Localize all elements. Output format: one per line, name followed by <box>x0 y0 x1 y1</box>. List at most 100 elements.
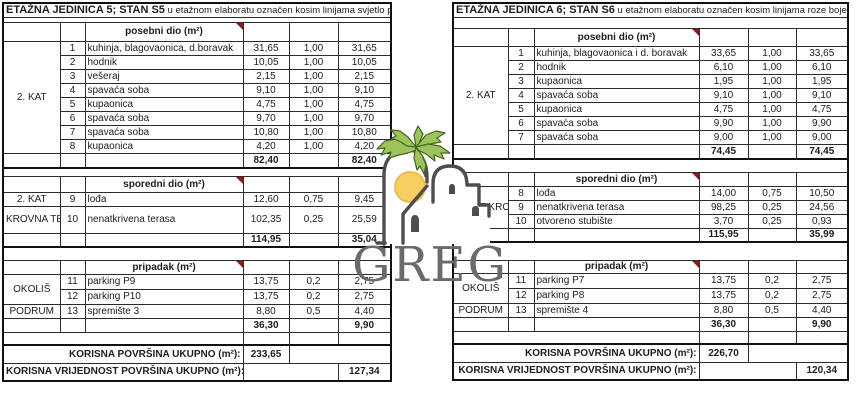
area-cell: 13,75 <box>242 273 290 290</box>
room-name-cell: parking P9 <box>84 273 244 290</box>
room-name-cell: spavaća soba <box>84 110 244 126</box>
value-cell: 0,93 <box>795 213 849 229</box>
coef-cell: 1,00 <box>747 73 797 89</box>
total-value-cell: 9,90 <box>795 316 849 332</box>
section-header-cell: sporedni dio (m²) <box>533 171 700 187</box>
coef-cell: 1,00 <box>288 110 339 126</box>
area-cell: 13,75 <box>698 287 749 304</box>
floor-label-cell: 2. KAT <box>2 191 61 207</box>
area-cell: 3,70 <box>698 213 749 229</box>
coef-cell: 0,75 <box>288 191 339 207</box>
total-value-cell: 74,45 <box>795 143 849 161</box>
value-cell: 9,10 <box>337 82 392 98</box>
room-name-cell: spavaća soba <box>533 115 700 131</box>
row-number-cell: 13 <box>59 303 86 319</box>
comment-marker-icon <box>235 23 242 30</box>
total-area-cell: 115,95 <box>698 227 749 244</box>
room-name-cell: parking P8 <box>533 287 700 304</box>
table-row: 7 spavaća soba 9,00 1,00 9,00 <box>453 129 849 145</box>
area-cell: 9,70 <box>242 110 290 126</box>
room-name-cell: kupaonica <box>533 73 700 89</box>
total-value-cell: 35,99 <box>795 227 849 244</box>
area-cell: 8,80 <box>242 303 290 319</box>
coef-cell: 0,2 <box>288 288 339 305</box>
value-cell: 4,20 <box>337 138 392 154</box>
area-cell: 1,95 <box>698 73 749 89</box>
table-row: PODRUM 13 spremište 4 8,80 0,5 4,40 <box>452 302 849 318</box>
table-row: PODRUM 13 spremište 3 8,80 0,5 4,40 <box>2 303 392 319</box>
area-cell: 13,75 <box>242 288 290 305</box>
floor-label-cell: OKOLIŠ <box>2 273 61 305</box>
row-number-cell: 8 <box>59 138 86 154</box>
spacer-row <box>2 246 392 261</box>
table-title: ETAŽNA JEDINICA 5; STAN S5 u etažnom ela… <box>2 2 392 18</box>
coef-cell: 0,75 <box>747 185 797 201</box>
spacer-row <box>452 241 849 261</box>
coef-cell: 0,5 <box>288 303 339 319</box>
row-number-cell: 9 <box>507 199 535 215</box>
room-name-cell: nenatkrivena terasa <box>533 199 700 215</box>
row-number-cell: 2 <box>507 59 535 75</box>
row-number-cell: 11 <box>59 273 86 290</box>
table-row: 6 spavaća soba 9,70 1,00 9,70 <box>3 110 392 126</box>
summary-value-value: 127,34 <box>337 362 392 382</box>
area-cell: 9,10 <box>242 82 290 98</box>
total-area-cell: 114,95 <box>242 232 290 249</box>
room-name-cell: lođa <box>84 191 244 207</box>
row-number-cell: 7 <box>59 124 86 140</box>
row-number-cell: 10 <box>507 213 535 229</box>
row-number-cell: 10 <box>59 205 86 234</box>
area-cell: 31,65 <box>242 40 290 56</box>
section-header-cell: sporedni dio (m²) <box>84 175 244 193</box>
section-header-row: posebni dio (m²) <box>2 21 392 42</box>
row-number-cell: 3 <box>507 73 535 89</box>
room-name-cell: kupaonica <box>84 96 244 112</box>
row-number-cell: 12 <box>59 288 86 305</box>
room-name-cell: kupaonica <box>84 138 244 154</box>
value-cell: 6,10 <box>795 59 849 75</box>
coef-cell: 0,5 <box>747 302 797 318</box>
coef-cell: 1,00 <box>747 101 797 117</box>
row-number-cell: 6 <box>507 115 535 131</box>
comment-marker-icon <box>691 173 698 180</box>
floor-label-cell: PODRUM <box>2 303 61 319</box>
table-row: 2. KAT KROVNA TERASA 8 lođa 14,00 0,75 1… <box>452 185 849 229</box>
coef-cell: 0,2 <box>288 273 339 290</box>
total-area-cell: 36,30 <box>242 317 290 333</box>
table-row: 7 spavaća soba 10,80 1,00 10,80 <box>3 124 392 140</box>
row-number-cell: 2 <box>59 54 86 70</box>
room-name-cell: spavaća soba <box>533 87 700 103</box>
coef-cell: 0,2 <box>747 272 797 289</box>
floor-label-cell: 2. KAT KROVNA TERASA <box>452 185 509 229</box>
section-header-row: posebni dio (m²) <box>452 27 849 47</box>
stan-s6-table: ETAŽNA JEDINICA 6; STAN S6 u etažnom ela… <box>452 2 850 382</box>
section-total-row: 115,95 35,99 <box>452 227 849 244</box>
summary-row: KORISNA VRIJEDNOST POVRŠINA UKUPNO (m²):… <box>452 361 849 381</box>
spacer-row <box>452 330 849 346</box>
comment-marker-icon <box>691 29 698 36</box>
coef-cell: 1,00 <box>747 115 797 131</box>
room-name-cell: lođa <box>533 185 700 201</box>
table-row: KROVNA TERASA 10 nenatkrivena terasa 102… <box>2 205 392 234</box>
floor-label-cell: 2. KAT <box>2 40 61 154</box>
value-cell: 2,75 <box>337 273 392 290</box>
area-cell: 9,00 <box>698 129 749 145</box>
coef-cell: 1,00 <box>288 96 339 112</box>
summary-row: KORISNA POVRŠINA UKUPNO (m²): 233,65 <box>2 344 392 364</box>
value-cell: 2,75 <box>795 272 849 289</box>
summary-value-value: 120,34 <box>795 361 849 381</box>
section-header-cell: posebni dio (m²) <box>84 21 244 42</box>
total-value-cell: 82,40 <box>337 152 392 170</box>
area-cell: 10,80 <box>242 124 290 140</box>
section-header-row: pripadak (m²) <box>2 259 392 275</box>
table-row: 12 parking P10 13,75 0,2 2,75 <box>3 288 392 305</box>
area-cell: 8,80 <box>698 302 749 318</box>
section-total-row: 36,30 9,90 <box>2 317 392 333</box>
row-number-cell: 3 <box>59 68 86 84</box>
area-cell: 14,00 <box>698 185 749 201</box>
summary-area-value: 226,70 <box>698 343 749 363</box>
room-name-cell: spavaća soba <box>84 124 244 140</box>
coef-cell: 0,2 <box>747 287 797 304</box>
section-header-cell: posebni dio (m²) <box>533 27 700 47</box>
